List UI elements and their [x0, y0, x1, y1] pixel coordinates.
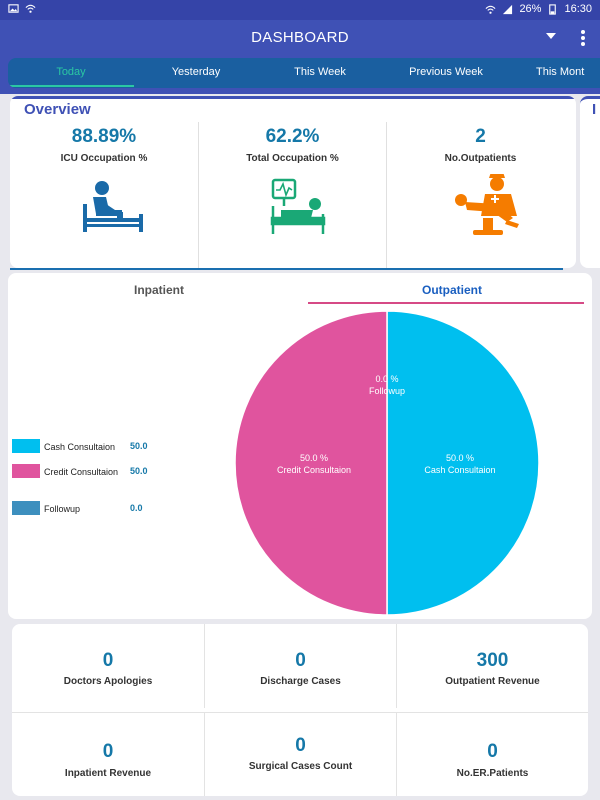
page-title: DASHBOARD: [251, 29, 349, 46]
pie-percent-label-2: 0.0 %: [375, 374, 398, 384]
gallery-icon: [8, 4, 19, 13]
legend-label: Followup: [44, 504, 81, 514]
dropdown-arrow-icon[interactable]: [546, 33, 556, 39]
icu-occupation-label: ICU Occupation %: [60, 153, 148, 164]
legend-label: Cash Consultaion: [44, 442, 116, 452]
icu-occupation-value: 88.89%: [71, 126, 137, 147]
legend-swatch: [12, 464, 40, 478]
pie-percent-label-0: 50.0 %: [446, 453, 474, 463]
pie-slice-label-0: Cash Consultaion: [424, 465, 495, 475]
overview-card: Overview 88.89% ICU Occupation % 62.2% T…: [10, 96, 576, 268]
outpatient-revenue-card[interactable]: 300 Outpatient Revenue: [396, 624, 588, 708]
wifi-icon: [25, 4, 36, 13]
total-occupation-card[interactable]: 62.2% Total Occupation %: [198, 122, 386, 268]
tab-this-week[interactable]: This Week: [294, 66, 346, 78]
pie-slice-label-1: Credit Consultaion: [277, 465, 351, 475]
clock: 16:30: [564, 3, 592, 15]
consultation-chart-card: Inpatient Outpatient Cash Consultaion 50…: [8, 273, 592, 619]
tab-today[interactable]: Today: [56, 66, 86, 78]
discharge-cases-value: 0: [295, 650, 306, 671]
doctors-apologies-card[interactable]: 0 Doctors Apologies: [12, 624, 204, 708]
period-tabs: Today Yesterday This Week Previous Week …: [8, 58, 600, 88]
doctor-patient-chair-icon: [455, 174, 519, 235]
status-bar: 26% 16:30: [0, 0, 600, 20]
er-patients-card[interactable]: 0 No.ER.Patients: [396, 712, 588, 796]
outpatient-revenue-label: Outpatient Revenue: [445, 676, 540, 687]
er-patients-label: No.ER.Patients: [456, 768, 529, 779]
tab-inpatient[interactable]: Inpatient: [134, 283, 184, 297]
signal-icon: [503, 4, 513, 14]
surgical-cases-card[interactable]: 0 Surgical Cases Count: [204, 712, 396, 796]
inpatient-revenue-card[interactable]: 0 Inpatient Revenue: [12, 712, 204, 796]
inpatient-revenue-value: 0: [102, 741, 114, 762]
legend-swatch: [12, 501, 40, 515]
wifi-icon: [485, 5, 496, 14]
inpatient-revenue-label: Inpatient Revenue: [64, 768, 152, 779]
er-patients-value: 0: [487, 741, 498, 762]
outpatients-value: 2: [475, 126, 486, 147]
active-tab-indicator: [8, 85, 134, 87]
surgical-cases-label: Surgical Cases Count: [248, 761, 353, 772]
legend-value: 50.0: [130, 441, 148, 451]
next-overview-card[interactable]: I: [580, 96, 600, 268]
outpatients-card[interactable]: 2 No.Outpatients: [386, 122, 574, 268]
metrics-card: 0 Doctors Apologies 0 Discharge Cases 30…: [12, 624, 588, 796]
overview-header: Overview: [10, 96, 576, 118]
doctors-apologies-label: Doctors Apologies: [63, 676, 153, 687]
battery-icon: [549, 3, 557, 15]
battery-percent: 26%: [519, 3, 542, 15]
patient-bed-icon: [83, 181, 143, 232]
total-occupation-label: Total Occupation %: [246, 153, 339, 164]
discharge-cases-card[interactable]: 0 Discharge Cases: [204, 624, 396, 708]
total-occupation-value: 62.2%: [265, 126, 320, 147]
icu-occupation-card[interactable]: 88.89% ICU Occupation %: [10, 122, 198, 268]
tab-yesterday[interactable]: Yesterday: [171, 66, 221, 78]
legend-value: 50.0: [130, 466, 148, 476]
outpatient-revenue-value: 300: [476, 650, 509, 671]
active-patient-tab-indicator: [308, 302, 584, 304]
more-options-icon[interactable]: [580, 29, 586, 49]
pie-percent-label-1: 50.0 %: [300, 453, 328, 463]
pie-slice-label-2: Followup: [369, 386, 405, 396]
legend-label: Credit Consultaion: [44, 467, 119, 477]
legend-swatch: [12, 439, 40, 453]
tab-this-month[interactable]: This Mont: [536, 66, 585, 78]
pie-slice-1[interactable]: [234, 310, 388, 616]
tab-outpatient[interactable]: Outpatient: [422, 283, 482, 297]
outpatients-label: No.Outpatients: [444, 153, 517, 164]
doctors-apologies-value: 0: [102, 650, 114, 671]
pie-slice-0[interactable]: [386, 310, 540, 616]
consultation-pie-chart[interactable]: 50.0 % Cash Consultaion 50.0 % Credit Consu…: [234, 310, 540, 616]
hospital-bed-monitor-icon: [270, 178, 326, 234]
next-card-title: I: [592, 101, 597, 118]
legend-value: 0.0: [130, 503, 143, 513]
overview-title: Overview: [24, 101, 91, 118]
discharge-cases-label: Discharge Cases: [260, 676, 341, 687]
period-tab-bar: Today Yesterday This Week Previous Week …: [0, 58, 600, 94]
app-bar: DASHBOARD: [0, 20, 600, 58]
overview-divider: [10, 268, 563, 270]
surgical-cases-value: 0: [295, 735, 306, 756]
tab-previous-week[interactable]: Previous Week: [409, 66, 483, 78]
